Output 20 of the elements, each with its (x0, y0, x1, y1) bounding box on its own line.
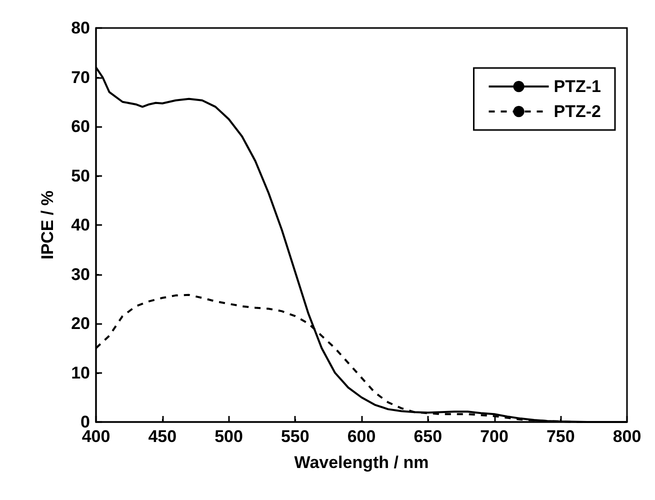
y-tick-label: 10 (71, 363, 90, 382)
y-tick-label: 20 (71, 314, 90, 333)
x-tick-label: 700 (480, 427, 508, 446)
x-tick-label: 500 (214, 427, 243, 446)
x-tick-label: 800 (612, 427, 642, 446)
y-tick-label: 60 (71, 117, 90, 136)
x-axis-title: Wavelength / nm (294, 453, 429, 472)
legend-label: PTZ-1 (554, 77, 602, 96)
x-tick-label: 600 (347, 427, 376, 446)
x-tick-label: 750 (546, 427, 575, 446)
x-tick-label: 450 (148, 427, 177, 446)
y-tick-label: 80 (71, 18, 90, 38)
legend-label: PTZ-2 (554, 102, 602, 121)
y-axis-title: IPCE / % (38, 190, 57, 260)
x-tick-label: 650 (414, 427, 442, 446)
y-tick-label: 70 (71, 68, 90, 87)
y-tick-label: 40 (71, 216, 90, 234)
y-tick-label: 30 (71, 264, 90, 284)
x-tick-label: 550 (280, 427, 310, 446)
y-tick-label: 50 (71, 166, 90, 186)
